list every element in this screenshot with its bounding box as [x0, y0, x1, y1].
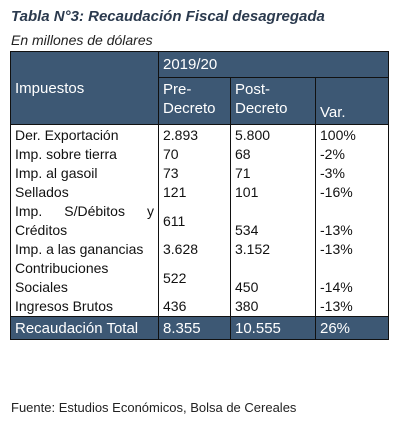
total-post-value: 10.555	[230, 316, 316, 340]
row-var-value: 100%	[315, 124, 389, 145]
row-post-value: 450	[230, 259, 316, 297]
row-pre-value: 70	[158, 145, 231, 164]
row-name: Ingresos Brutos	[10, 297, 159, 317]
table-total-row: Recaudación Total 8.355 10.555 26%	[10, 316, 389, 340]
header-period: 2019/20	[158, 51, 389, 78]
row-var-value: -13%	[315, 297, 389, 317]
total-label: Recaudación Total	[10, 316, 159, 340]
row-pre-value: 73	[158, 164, 231, 183]
row-pre-value: 522	[158, 259, 231, 297]
table-header: Impuestos 2019/20 Pre- Decreto Post- Decre…	[10, 51, 389, 125]
row-post-value: 68	[230, 145, 316, 164]
table-row: Sellados 121 101 -16%	[10, 183, 389, 202]
row-name: Imp. sobre tierra	[10, 145, 159, 164]
total-pre-value: 8.355	[158, 316, 231, 340]
table-title: Tabla N°3: Recaudación Fiscal desagregad…	[11, 8, 325, 25]
row-pre-value: 2.893	[158, 124, 231, 145]
table-body: Der. Exportación 2.893 5.800 100% Imp. s…	[10, 124, 389, 317]
table-row: Ingresos Brutos 436 380 -13%	[10, 297, 389, 317]
header-post-decreto: Post- Decreto	[230, 77, 316, 125]
table-row: Imp. S/Débitos y Créditos 611 534 -13%	[10, 202, 389, 240]
header-impuestos: Impuestos	[10, 51, 159, 125]
header-post-line1: Post-	[235, 81, 271, 98]
header-pre-line1: Pre-	[163, 81, 192, 98]
row-var-value: -3%	[315, 164, 389, 183]
row-name: Imp. al gasoil	[10, 164, 159, 183]
table-row: Contribuciones Sociales 522 450 -14%	[10, 259, 389, 297]
row-post-value: 101	[230, 183, 316, 202]
table-subtitle: En millones de dólares	[11, 32, 153, 48]
header-var: Var.	[315, 77, 389, 125]
tax-revenue-table: Impuestos 2019/20 Pre- Decreto Post- Decre…	[10, 51, 389, 340]
table-row: Der. Exportación 2.893 5.800 100%	[10, 124, 389, 145]
row-name: Der. Exportación	[10, 124, 159, 145]
header-pre-line2: Decreto	[163, 100, 216, 117]
row-var-value: -2%	[315, 145, 389, 164]
row-var-value: -13%	[315, 202, 389, 240]
row-pre-value: 436	[158, 297, 231, 317]
row-post-value: 71	[230, 164, 316, 183]
row-pre-value: 121	[158, 183, 231, 202]
row-var-value: -13%	[315, 240, 389, 259]
table-row: Imp. al gasoil 73 71 -3%	[10, 164, 389, 183]
table-row: Imp. a las ganancias 3.628 3.152 -13%	[10, 240, 389, 259]
total-var-value: 26%	[315, 316, 389, 340]
row-var-value: -14%	[315, 259, 389, 297]
row-name: Imp. a las ganancias	[10, 240, 159, 259]
row-name: Sellados	[10, 183, 159, 202]
row-pre-value: 3.628	[158, 240, 231, 259]
header-pre-decreto: Pre- Decreto	[158, 77, 231, 125]
row-post-value: 380	[230, 297, 316, 317]
header-post-line2: Decreto	[235, 100, 288, 117]
row-post-value: 3.152	[230, 240, 316, 259]
row-name: Imp. S/Débitos y Créditos	[10, 202, 159, 240]
row-post-value: 534	[230, 202, 316, 240]
row-name: Contribuciones Sociales	[10, 259, 159, 297]
table-row: Imp. sobre tierra 70 68 -2%	[10, 145, 389, 164]
row-var-value: -16%	[315, 183, 389, 202]
row-post-value: 5.800	[230, 124, 316, 145]
row-pre-value: 611	[158, 202, 231, 240]
source-note: Fuente: Estudios Económicos, Bolsa de Ce…	[11, 400, 297, 415]
